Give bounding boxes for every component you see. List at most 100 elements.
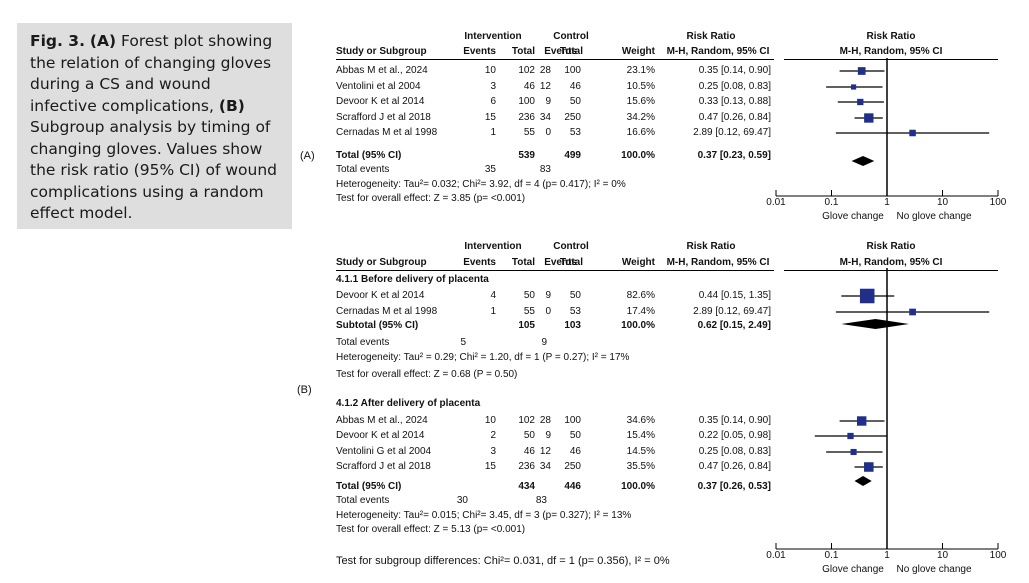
panel-b-label: (B) <box>297 384 312 396</box>
panel-b-point-marker <box>859 288 875 304</box>
panel-b-study-ctl-total: 100 <box>564 415 581 426</box>
panel-a-favours-right: No glove change <box>896 211 972 222</box>
panel-b-total2-label: Total (95% CI) <box>336 481 402 492</box>
panel-b-study-ctl-events: 12 <box>539 446 551 457</box>
panel-b-header-rule-plot <box>784 270 998 271</box>
panel-b-study-int-total: 236 <box>518 461 535 472</box>
panel-b-total2-int: 434 <box>518 481 535 492</box>
panel-b-study-int-events: 2 <box>490 430 496 441</box>
panel-b-favours-left: Glove change <box>822 564 884 575</box>
panel-b-study-ctl-events: 9 <box>545 430 551 441</box>
panel-b-study-int-events: 1 <box>490 306 496 317</box>
panel-a-study-ctl-events: 28 <box>539 65 551 76</box>
panel-b-study-ctl-total: 50 <box>569 290 581 301</box>
panel-a-header-study: Study or Subgroup <box>336 46 427 57</box>
panel-a-overall-effect: Test for overall effect: Z = 3.85 (p= <0… <box>336 193 526 204</box>
panel-a-study-int-events: 10 <box>484 65 496 76</box>
panel-b-overall1: Test for overall effect: Z = 0.68 (P = 0… <box>336 369 518 380</box>
panel-a-study-ci: 0.25 [0.08, 0.83] <box>698 81 771 92</box>
panel-b-point-marker <box>847 432 854 440</box>
panel-b-events1-label: Total events <box>336 337 390 348</box>
panel-b-study-weight: 34.6% <box>626 415 655 426</box>
panel-b-study-name: Scrafford J et al 2018 <box>336 461 431 472</box>
panel-b-study-ctl-events: 0 <box>545 306 551 317</box>
panel-b-header-method-plot: M-H, Random, 95% CI <box>839 257 943 268</box>
panel-a-total-int: 539 <box>518 150 535 161</box>
panel-b-subgroup-differences: Test for subgroup differences: Chi²= 0.0… <box>336 555 670 567</box>
panel-a-header-weight: Weight <box>621 46 655 57</box>
panel-a-header-rule <box>336 59 774 60</box>
panel-a-study-ctl-total: 250 <box>564 112 581 123</box>
panel-b-x-tick-label: 10 <box>936 550 949 561</box>
panel-b-study-weight: 14.5% <box>626 446 655 457</box>
panel-a-study-ctl-events: 9 <box>545 96 551 107</box>
panel-a-header-control: Control <box>553 31 589 42</box>
panel-b-header-risk-ratio: Risk Ratio <box>686 241 736 252</box>
panel-b-point-marker <box>909 308 916 316</box>
panel-b-study-int-events: 15 <box>484 461 496 472</box>
panel-b-study-ctl-total: 53 <box>569 306 581 317</box>
panel-b-events1-int: 5 <box>460 337 466 348</box>
panel-a-study-int-total: 46 <box>523 81 535 92</box>
panel-a-study-weight: 15.6% <box>626 96 655 107</box>
panel-b-study-name: Ventolini G et al 2004 <box>336 446 432 457</box>
panel-b-study-ctl-total: 250 <box>564 461 581 472</box>
panel-b-header-control: Control <box>553 241 589 252</box>
panel-a-study-ctl-total: 46 <box>569 81 581 92</box>
panel-b-study-ci: 0.44 [0.15, 1.35] <box>698 290 771 301</box>
panel-b-header-ctl-events: Events <box>544 257 577 268</box>
panel-b-header-ctl-total: Total <box>559 257 583 268</box>
panel-b-events1-ctl: 9 <box>541 337 547 348</box>
panel-a-header-rule-plot <box>784 59 998 60</box>
panel-a-study-ci: 0.47 [0.26, 0.84] <box>698 112 771 123</box>
caption-a-tag: (A) <box>89 32 117 50</box>
panel-b-study-ci: 2.89 [0.12, 69.47] <box>693 306 771 317</box>
panel-a-point-marker <box>857 67 866 75</box>
panel-b-pooled-diamond <box>854 476 872 486</box>
panel-b-study-int-total: 55 <box>523 306 535 317</box>
panel-a-study-int-total: 100 <box>518 96 535 107</box>
panel-b-overall2: Test for overall effect: Z = 5.13 (p= <0… <box>336 524 526 535</box>
panel-a-total-ctl: 499 <box>564 150 581 161</box>
panel-a-point-marker <box>864 113 874 123</box>
panel-b-study-int-events: 4 <box>490 290 496 301</box>
panel-b-header-risk-ratio-plot: Risk Ratio <box>866 241 916 252</box>
panel-a-header-int-total: Total <box>511 46 535 57</box>
panel-a-study-int-events: 6 <box>490 96 496 107</box>
panel-a-study-weight: 10.5% <box>626 81 655 92</box>
panel-a-x-tick-label: 1 <box>884 197 890 208</box>
panel-a-pooled-diamond <box>851 156 875 166</box>
panel-b-study-ctl-events: 9 <box>545 290 551 301</box>
panel-b-study-ctl-events: 34 <box>539 461 551 472</box>
panel-a-header-method: M-H, Random, 95% CI <box>666 46 770 57</box>
panel-b-subtotal1-ctl: 103 <box>564 320 581 331</box>
panel-b-total2-weight: 100.0% <box>621 481 655 492</box>
panel-a-favours-left: Glove change <box>822 211 884 222</box>
panel-b-x-tick-label: 0.1 <box>824 550 839 561</box>
panel-a-header-risk-ratio: Risk Ratio <box>686 31 736 42</box>
panel-b-header-weight: Weight <box>621 257 655 268</box>
panel-b-subtotal1-ci: 0.62 [0.15, 2.49] <box>697 320 771 331</box>
panel-a-study-name: Scrafford J et al 2018 <box>336 112 431 123</box>
panel-b-header-study: Study or Subgroup <box>336 257 427 268</box>
panel-a-study-int-total: 55 <box>523 127 535 138</box>
panel-a-x-tick-label: 100 <box>989 197 1007 208</box>
caption-fig-label: Fig. 3. <box>30 32 85 50</box>
panel-b-study-weight: 82.6% <box>626 290 655 301</box>
panel-a-header-risk-ratio-plot: Risk Ratio <box>866 31 916 42</box>
panel-a-events-ctl: 83 <box>539 164 551 175</box>
panel-a-header-method-plot: M-H, Random, 95% CI <box>839 46 943 57</box>
panel-a-study-int-total: 236 <box>518 112 535 123</box>
panel-b-header-int-events: Events <box>463 257 496 268</box>
panel-b-subgroup1-title: 4.1.1 Before delivery of placenta <box>336 274 489 285</box>
panel-a-study-ctl-events: 0 <box>545 127 551 138</box>
panel-a-study-ctl-total: 50 <box>569 96 581 107</box>
panel-b-events2-int: 30 <box>456 495 468 506</box>
panel-a-x-tick-label: 0.1 <box>824 197 839 208</box>
caption-a-text: Forest plot showing the relation of chan… <box>30 32 273 115</box>
panel-b-study-name: Devoor K et al 2014 <box>336 430 425 441</box>
panel-a-point-marker <box>850 84 857 90</box>
panel-b-study-weight: 17.4% <box>626 306 655 317</box>
panel-a-study-ci: 2.89 [0.12, 69.47] <box>693 127 771 138</box>
